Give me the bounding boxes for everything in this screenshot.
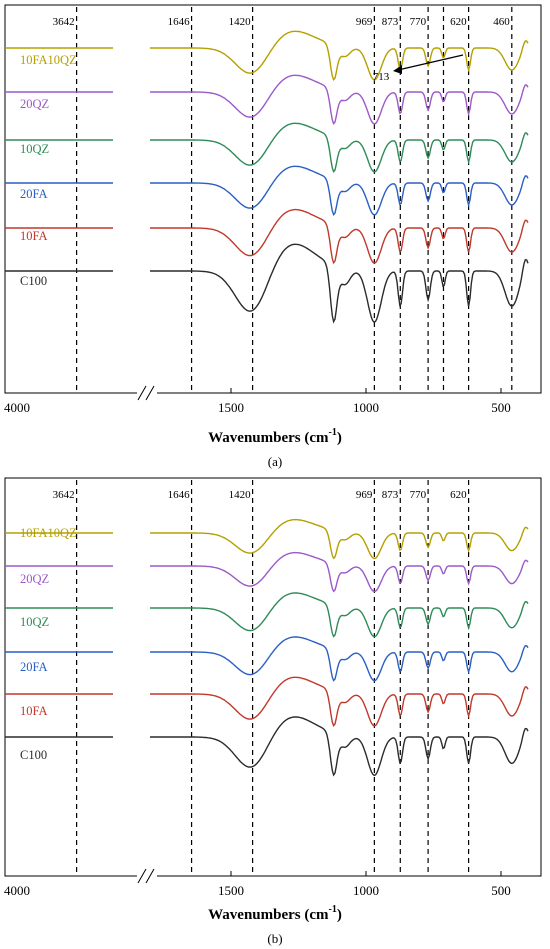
series-line-10fa10qz: [5, 30, 529, 81]
series-label-10fa: 10FA: [20, 229, 48, 243]
series-label-10qz: 10QZ: [20, 615, 49, 629]
x-tick-label: 1500: [218, 883, 244, 898]
series-label-20fa: 20FA: [20, 660, 48, 674]
series-label-10fa: 10FA: [20, 704, 48, 718]
series-label-20fa: 20FA: [20, 187, 48, 201]
peak-label: 1646: [168, 16, 191, 28]
x-tick-label: 4000: [4, 883, 30, 898]
panel-a-break-mark-2: [145, 385, 155, 401]
panel-b-frame: [4, 477, 542, 877]
peak-label: 873: [382, 489, 399, 501]
peak-label: 969: [356, 16, 373, 28]
panel-b-series-labels: 10FA10QZ 20QZ 10QZ 20FA 10FA C100: [20, 526, 77, 762]
series-label-20qz: 20QZ: [20, 572, 49, 586]
series-label-c100: C100: [20, 748, 47, 762]
peak-label: 770: [410, 489, 427, 501]
panel-a-series-labels: 10FA10QZ 20QZ 10QZ 20FA 10FA C100: [20, 53, 77, 288]
peak-label: 873: [382, 16, 399, 28]
peak-label: 969: [356, 489, 373, 501]
x-tick-label: 500: [491, 400, 511, 415]
panel-a-axis-break: [137, 385, 157, 401]
series-line-20qz: [5, 74, 529, 125]
panel-a-peak-lines: 3642 1646 1420 969 873 770 620 460: [53, 7, 513, 392]
series-label-c100: C100: [20, 274, 47, 288]
panel-b-label: (b): [267, 931, 282, 946]
panel-a: 3642 1646 1420 969 873 770 620 460 10FA10QZ20QZ…: [4, 4, 542, 469]
series-line-10fa: [5, 676, 529, 727]
peak-label: 1420: [229, 16, 252, 28]
panel-a-label: (a): [268, 454, 282, 469]
annotation-arrow: [397, 54, 464, 71]
panel-b-peak-lines: 3642 1646 1420 969 873 770 620: [53, 480, 470, 875]
annotation-713: 713: [373, 71, 390, 83]
series-line-20qz: [5, 551, 529, 593]
panel-b-axis-break: [137, 868, 157, 884]
series-label-10fa10qz: 10FA10QZ: [20, 53, 77, 67]
panel-a-x-axis-label: Wavenumbers (cm-1): [208, 427, 342, 446]
peak-label: 1646: [168, 489, 191, 501]
panel-b-break-mark-1: [137, 868, 147, 884]
series-line-20fa: [5, 636, 529, 682]
x-tick-label: 500: [491, 883, 511, 898]
x-tick-label: 1000: [353, 400, 379, 415]
panel-b-x-axis-label: Wavenumbers (cm-1): [208, 904, 342, 923]
peak-label: 620: [450, 16, 467, 28]
series-label-10fa10qz: 10FA10QZ: [20, 526, 77, 540]
panel-a-break-mark-1: [137, 385, 147, 401]
panel-a-frame: [4, 4, 542, 394]
x-tick-label: 1000: [353, 883, 379, 898]
series-line-c100: [5, 716, 529, 777]
peak-label: 620: [450, 489, 467, 501]
series-line-10fa10qz: [5, 518, 529, 560]
panel-b-x-ticks: 4000 1500 1000 500: [4, 871, 511, 898]
peak-label: 770: [410, 16, 427, 28]
annotation-arrowhead: [393, 65, 402, 74]
peak-label: 1420: [229, 489, 252, 501]
x-tick-label: 1500: [218, 400, 244, 415]
panel-b-series: [5, 518, 529, 777]
peak-label: 460: [493, 16, 510, 28]
peak-label: 3642: [53, 489, 75, 501]
panel-b: 3642 1646 1420 969 873 770 620 10FA10QZ 20QZ 10Q…: [4, 477, 542, 946]
series-line-10qz: [5, 122, 529, 173]
panel-b-break-mark-2: [145, 868, 155, 884]
x-tick-label: 4000: [4, 400, 30, 415]
series-line-10qz: [5, 592, 529, 638]
series-label-20qz: 20QZ: [20, 97, 49, 111]
series-line-10fa: [5, 208, 529, 265]
series-line-c100: [5, 243, 529, 324]
panel-a-series: [5, 30, 529, 324]
peak-label: 3642: [53, 16, 75, 28]
series-label-10qz: 10QZ: [20, 142, 49, 156]
panel-a-x-ticks: 4000 1500 1000 500: [4, 388, 511, 415]
series-line-20fa: [5, 165, 529, 216]
